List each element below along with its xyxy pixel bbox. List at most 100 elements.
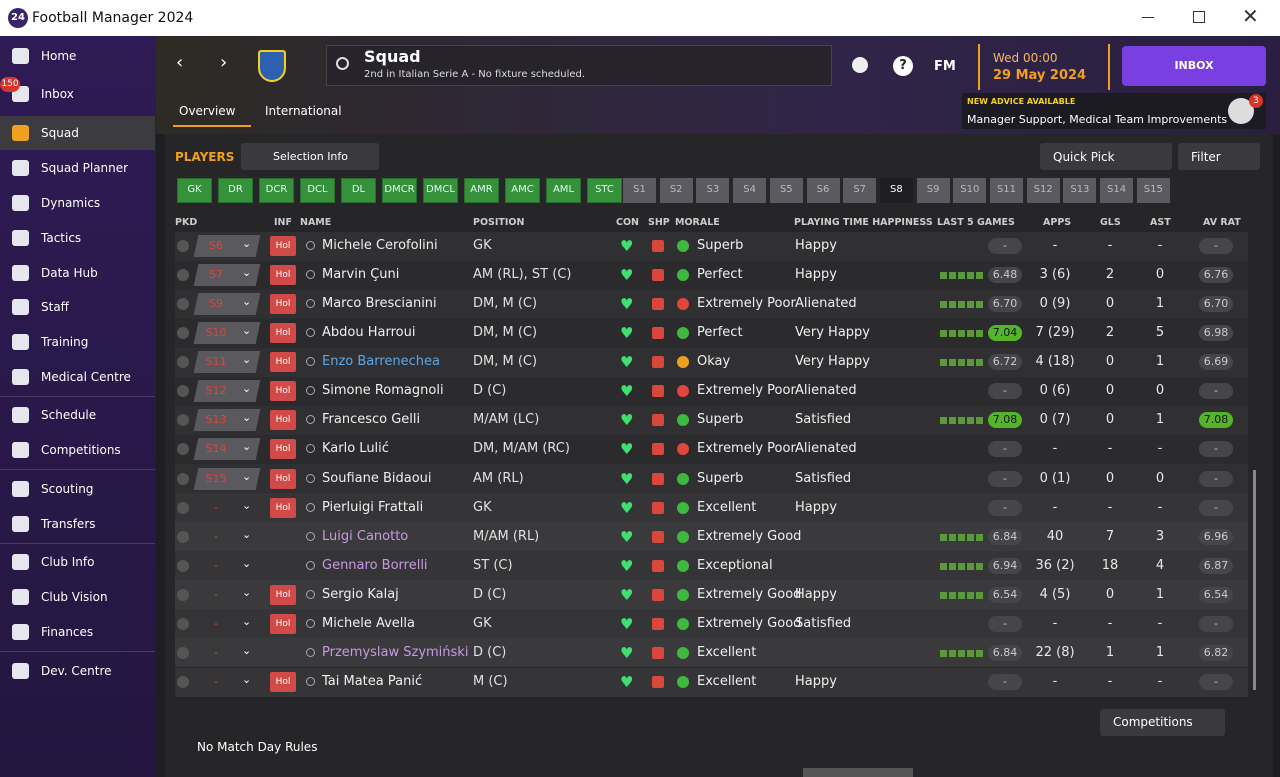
column-header[interactable]: NAME — [300, 217, 332, 228]
search-box[interactable] — [326, 45, 832, 86]
inf-tag: Hol — [270, 381, 296, 402]
sub-filter[interactable] — [879, 178, 913, 203]
player-name[interactable]: Francesco Gelli — [322, 412, 421, 428]
player-name[interactable]: Abdou Harroui — [322, 325, 416, 341]
sub-filter[interactable] — [696, 178, 730, 203]
player-name[interactable]: Luigi Canotto — [322, 528, 409, 544]
player-name[interactable]: Michele Avella — [322, 615, 415, 631]
table-row[interactable] — [175, 289, 1248, 319]
close[interactable]: ✕ — [1242, 4, 1259, 28]
ball-icon[interactable] — [852, 57, 868, 73]
column-header[interactable]: GLS — [1100, 217, 1121, 228]
sub-filter[interactable] — [1026, 178, 1060, 203]
table-row[interactable] — [175, 405, 1248, 435]
form-square — [940, 330, 947, 338]
position-filter[interactable] — [382, 178, 417, 203]
form-square — [967, 330, 974, 338]
sub-filter[interactable] — [623, 178, 656, 203]
column-header[interactable]: AST — [1150, 217, 1171, 228]
position-filter[interactable] — [177, 178, 212, 203]
position-filter[interactable] — [259, 178, 294, 203]
column-header[interactable]: POSITION — [473, 217, 525, 228]
position-filter[interactable] — [546, 178, 581, 203]
sub-filter[interactable] — [806, 178, 840, 203]
position-filter[interactable] — [341, 178, 376, 203]
player-name[interactable]: Przemyslaw Szymiński — [322, 644, 469, 660]
minimize[interactable] — [1142, 17, 1154, 18]
table-row[interactable] — [175, 522, 1248, 552]
tab[interactable]: Overview — [179, 104, 236, 118]
table-row[interactable] — [175, 464, 1248, 494]
table-row[interactable] — [175, 638, 1248, 668]
sub-filter[interactable] — [1100, 178, 1134, 203]
player-name[interactable]: Karlo Lulić — [322, 441, 389, 457]
position-filter[interactable] — [505, 178, 540, 203]
table-row[interactable] — [175, 231, 1248, 261]
sub-filter[interactable] — [843, 178, 877, 203]
sub-filter[interactable] — [953, 178, 987, 203]
column-header[interactable]: SHP — [648, 217, 670, 228]
sub-filter[interactable] — [769, 178, 803, 203]
position-filter[interactable] — [423, 178, 458, 203]
table-row[interactable] — [175, 493, 1248, 523]
player-name[interactable]: Marco Brescianini — [322, 296, 437, 312]
sub-filter[interactable] — [916, 178, 950, 203]
competitions-button[interactable] — [1100, 709, 1225, 736]
table-row[interactable] — [175, 667, 1248, 697]
pkd-arrow: ⌄ — [242, 324, 252, 338]
sub-filter-label: S10 — [960, 184, 980, 195]
table-row[interactable] — [175, 260, 1248, 290]
position-filter[interactable] — [300, 178, 335, 203]
condition-icon: ♥ — [620, 353, 634, 372]
sub-filter[interactable] — [659, 178, 693, 203]
nav-forward[interactable]: › — [220, 52, 228, 73]
table-row[interactable] — [175, 580, 1248, 610]
nav-back[interactable]: ‹ — [176, 52, 184, 73]
player-name[interactable]: Marvin Çuni — [322, 267, 400, 283]
player-position: D (C) — [473, 586, 507, 602]
column-header[interactable]: AV RAT — [1203, 217, 1241, 228]
column-header[interactable]: PLAYING TIME HAPPINESS — [794, 217, 933, 228]
column-header[interactable]: CON — [616, 217, 639, 228]
column-header[interactable]: MORALE — [675, 217, 720, 228]
sub-filter[interactable] — [733, 178, 767, 203]
help-icon[interactable]: ? — [893, 56, 913, 76]
sub-filter[interactable] — [990, 178, 1023, 203]
player-name[interactable]: Sergio Kalaj — [322, 586, 399, 602]
column-header[interactable]: LAST 5 GAMES — [937, 217, 1015, 228]
sub-filter[interactable] — [1136, 178, 1170, 203]
player-name[interactable]: Simone Romagnoli — [322, 383, 444, 399]
form-rating: 7.08 — [988, 412, 1022, 429]
sidebar-label: Training — [41, 335, 89, 349]
player-name[interactable]: Soufiane Bidaoui — [322, 470, 432, 486]
player-name[interactable]: Michele Cerofolini — [322, 238, 438, 253]
quick-pick-button[interactable] — [1040, 143, 1172, 170]
player-name[interactable]: Tai Matea Panić — [322, 674, 423, 690]
column-header[interactable]: INF — [274, 217, 292, 228]
advice-panel[interactable] — [962, 93, 1266, 129]
person-icon — [306, 241, 315, 250]
maximize[interactable] — [1193, 11, 1205, 23]
table-row[interactable] — [175, 318, 1248, 348]
column-header[interactable]: PKD — [175, 217, 198, 228]
table-row[interactable] — [175, 609, 1248, 639]
position-filter[interactable] — [587, 178, 622, 203]
player-name[interactable]: Gennaro Borrelli — [322, 557, 428, 573]
position-filter[interactable] — [464, 178, 499, 203]
table-row[interactable] — [175, 347, 1248, 377]
player-name[interactable]: Enzo Barrenechea — [322, 354, 441, 370]
player-name[interactable]: Pierluigi Frattali — [322, 499, 424, 515]
column-header[interactable]: APPS — [1043, 217, 1072, 228]
sidebar-label: Transfers — [41, 517, 96, 531]
table-row[interactable] — [175, 376, 1248, 406]
selection-button[interactable] — [241, 143, 379, 170]
filter-button[interactable] — [1178, 143, 1260, 170]
person-icon — [306, 502, 315, 512]
table-row[interactable] — [175, 434, 1248, 464]
condition-icon: ♥ — [620, 382, 634, 401]
tab[interactable]: International — [265, 104, 342, 118]
inbox-button[interactable] — [1122, 46, 1266, 86]
sub-filter[interactable] — [1063, 178, 1097, 203]
position-filter[interactable] — [218, 178, 253, 203]
table-row[interactable] — [175, 551, 1248, 581]
